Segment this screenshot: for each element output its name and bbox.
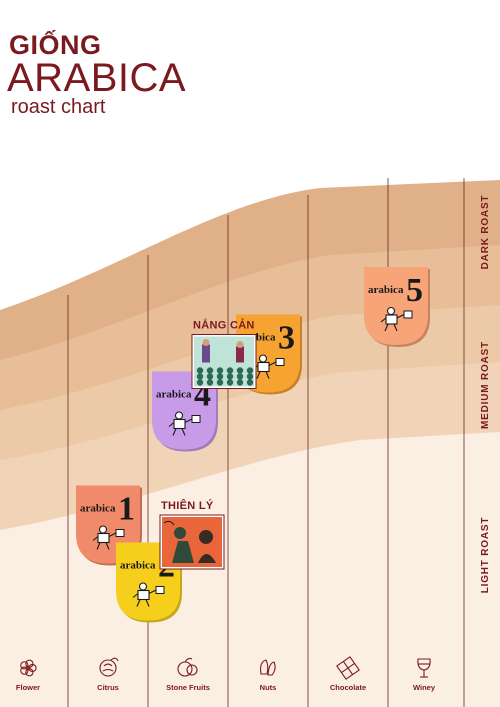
arabica-points: arabica1arabica2arabica3arabica4arabica5… [76,267,430,623]
badge-number: 5 [406,272,423,309]
arabica-4-badge: arabica 4 [152,371,218,452]
flavor-label: Citrus [97,683,119,692]
variety-thien-ly: THIÊN LÝ [159,499,225,570]
flower-icon [20,659,37,677]
roast-label: LIGHT ROAST [480,517,491,594]
flavor-flower: Flower [16,659,40,692]
flavor-nuts: Nuts [260,659,277,692]
flavor-citrus: Citrus [97,657,119,692]
badge-illustration [380,306,413,332]
roast-labels: LIGHT ROAST MEDIUM ROAST DARK ROAST [480,195,491,594]
stone-fruit-icon [177,657,198,677]
variety-nang-can: NẮNG CẢN [191,319,257,389]
flavor-stone-fruits: Stone Fruits [166,657,210,692]
roast-label: MEDIUM ROAST [480,341,491,429]
badge-number: 1 [118,491,135,528]
flavor-chocolate: Chocolate [330,656,366,692]
variety-label: THIÊN LÝ [161,499,214,512]
badge-word: arabica [80,503,116,515]
title-line-1: GIỐNG [9,30,102,60]
flavor-winey: Winey [413,658,436,692]
roast-label: DARK ROAST [480,195,491,270]
badge-shape [152,371,216,450]
flavor-label: Chocolate [330,683,366,692]
badge-word: arabica [156,389,192,401]
roast-bands [0,180,500,707]
badge-illustration [132,582,165,607]
flavor-label: Nuts [260,683,277,692]
citrus-icon [99,657,119,677]
title-line-3: roast chart [11,96,106,118]
badge-number: 3 [278,320,295,357]
title-line-2: ARABICA [7,56,187,100]
flavor-label: Flower [16,683,40,692]
badge-word: arabica [120,560,156,572]
arabica-5-badge: arabica 5 [364,267,430,347]
flavor-grid [67,178,465,707]
badge-illustration [92,525,125,550]
nuts-icon [260,659,276,676]
badge-word: arabica [368,284,404,296]
badge-illustration [168,411,201,436]
variety-label: NẮNG CẢN [193,319,255,332]
chocolate-icon [336,656,360,680]
variety-illustration [162,517,222,567]
variety-illustration [194,336,254,387]
flavor-label: Winey [413,683,436,692]
wine-glass-icon [417,658,431,678]
flavor-label: Stone Fruits [166,683,210,692]
flavor-axis: Flower Citrus Stone Fruits Nuts Chocolate Win… [16,656,436,692]
badge-shape [364,267,428,345]
